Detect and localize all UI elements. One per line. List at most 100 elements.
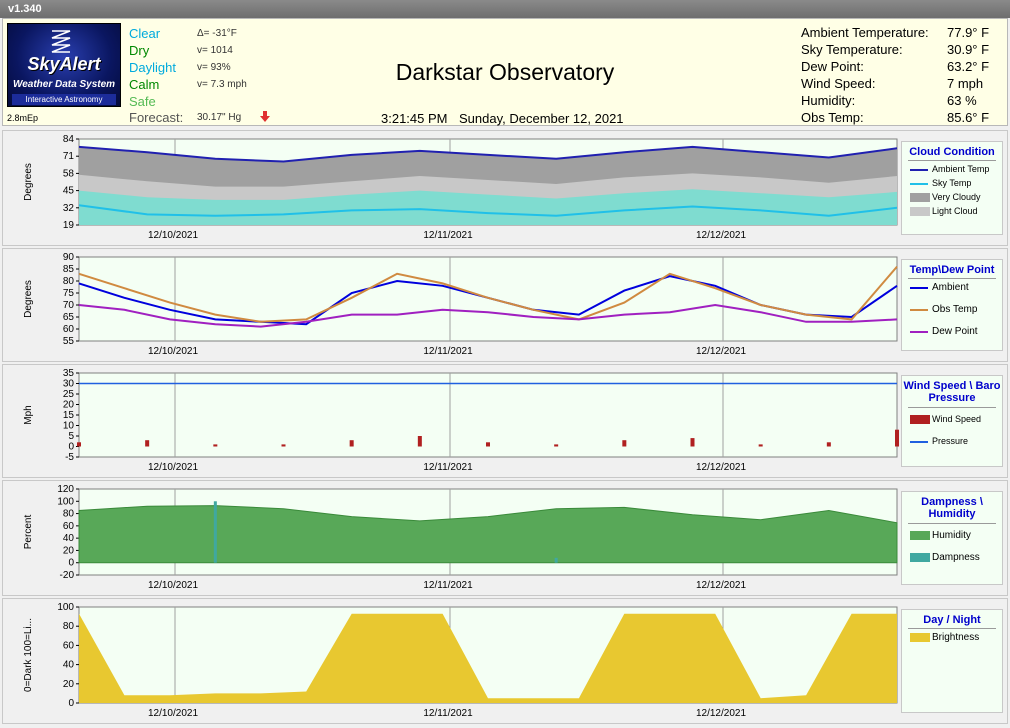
stat-value: 63.2° F <box>947 59 990 74</box>
wind-bar <box>77 442 81 447</box>
y-tick-label: 120 <box>57 484 74 495</box>
logo-name: SkyAlert <box>27 54 101 74</box>
y-tick-label: -20 <box>60 570 75 581</box>
wind-bar <box>622 440 627 447</box>
y-tick-label: 10 <box>63 421 75 432</box>
chart-panel-2: 35 30 25 20 15 10 5 0 -5 Mph 12/10/2021 12/11/2021 1… <box>2 364 1008 478</box>
chart-panel-1: 90 85 80 75 70 65 60 55 Degrees 12/10/2021 12/11/2… <box>2 248 1008 362</box>
legend-swatch <box>910 633 930 642</box>
y-tick-label: 90 <box>63 252 75 263</box>
wind-bar <box>554 444 559 447</box>
y-axis-label: 0=Dark 100=Li... <box>23 618 34 692</box>
legend-swatch <box>910 415 930 424</box>
stat-value: 77.9° F <box>947 25 990 40</box>
legend-item: Humidity <box>932 530 971 541</box>
legend-swatch <box>910 183 928 185</box>
x-date-label: 12/11/2021 <box>423 708 473 719</box>
x-date-label: 12/12/2021 <box>696 230 746 241</box>
condition-value: Δ= -31°F <box>197 28 237 39</box>
stat-value: 7 mph <box>947 76 984 91</box>
y-tick-label: 65 <box>63 312 75 323</box>
y-tick-label: 32 <box>63 203 75 214</box>
x-date-label: 12/10/2021 <box>148 708 198 719</box>
stat-label: Ambient Temperature: <box>801 25 929 40</box>
condition-calm: Calm <box>129 77 160 92</box>
legend-swatch <box>910 169 928 171</box>
legend-swatch <box>910 441 928 443</box>
legend-item: Ambient <box>932 282 969 293</box>
humidity-area <box>78 505 898 564</box>
y-tick-label: 15 <box>63 410 75 421</box>
legend-item: Brightness <box>932 632 980 643</box>
window-titlebar: v1.340 <box>0 0 1010 18</box>
x-date-label: 12/12/2021 <box>696 580 746 591</box>
y-tick-label: 40 <box>63 660 75 671</box>
version-label: v1.340 <box>8 3 42 15</box>
condition-value: v= 7.3 mph <box>197 79 247 90</box>
legend-swatch <box>910 531 930 540</box>
x-date-label: 12/12/2021 <box>696 346 746 357</box>
skyalert-logo: SkyAlert Weather Data System Interactive… <box>7 23 121 107</box>
legend-swatch <box>910 287 928 289</box>
y-tick-label: 0 <box>68 698 74 709</box>
x-date-label: 12/10/2021 <box>148 462 198 473</box>
x-date-label: 12/12/2021 <box>696 462 746 473</box>
legend-divider <box>908 160 996 161</box>
y-tick-label: 0 <box>68 558 74 569</box>
logo-tagline: Interactive Astronomy <box>12 94 116 105</box>
series-line-1 <box>78 204 898 217</box>
legend-swatch <box>910 553 930 562</box>
y-tick-label: 45 <box>63 186 75 197</box>
legend-swatch <box>910 193 930 202</box>
dampness-spike <box>213 501 217 563</box>
wind-bar <box>895 429 899 447</box>
legend-title: Cloud Condition <box>909 146 995 158</box>
legend-divider <box>908 278 996 279</box>
dampness-spike <box>554 557 558 563</box>
y-axis-label: Degrees <box>23 280 34 318</box>
wind-bar <box>213 444 218 447</box>
legend-divider <box>908 628 996 629</box>
legend-divider <box>908 523 996 524</box>
legend-swatch <box>910 331 928 333</box>
stat-label: Wind Speed: <box>801 76 876 91</box>
legend-item: Ambient Temp <box>932 164 990 174</box>
y-axis-label: Percent <box>23 515 34 550</box>
y-tick-label: 19 <box>63 220 75 231</box>
y-tick-label: 35 <box>63 368 75 379</box>
x-date-label: 12/11/2021 <box>423 346 473 357</box>
x-date-label: 12/12/2021 <box>696 708 746 719</box>
stat-label: Obs Temp: <box>801 110 864 125</box>
down-arrow-icon <box>260 111 270 122</box>
brightness-area <box>79 613 897 703</box>
legend-item: Obs Temp <box>932 304 978 315</box>
condition-value: v= 93% <box>197 62 231 73</box>
y-tick-label: 84 <box>63 134 75 145</box>
y-tick-label: 30 <box>63 379 75 390</box>
unit-code: 2.8mEp <box>7 113 39 123</box>
y-tick-label: 80 <box>63 509 75 520</box>
x-date-label: 12/11/2021 <box>423 230 473 241</box>
legend-item: Pressure <box>932 436 969 446</box>
y-tick-label: 80 <box>63 621 75 632</box>
stat-label: Dew Point: <box>801 59 864 74</box>
y-tick-label: 85 <box>63 264 75 275</box>
zigzag-logo-icon <box>51 30 71 53</box>
legend-box: Wind Speed \ Baro Pressure Wind Speed Pres… <box>901 375 1003 467</box>
legend-box: Temp\Dew Point Ambient Obs Temp Dew Point <box>901 259 1003 351</box>
legend-item: Very Cloudy <box>932 192 981 202</box>
legend-divider <box>908 407 996 408</box>
wind-bar <box>145 440 150 447</box>
legend-item: Sky Temp <box>932 178 972 188</box>
observatory-name: Darkstar Observatory <box>395 59 615 85</box>
y-tick-label: 58 <box>63 168 75 179</box>
legend-item: Light Cloud <box>932 206 978 216</box>
condition-value: v= 1014 <box>197 45 233 56</box>
current-date: Sunday, December 12, 2021 <box>459 111 624 126</box>
stat-label: Humidity: <box>801 93 856 108</box>
x-date-label: 12/10/2021 <box>148 580 198 591</box>
y-tick-label: -5 <box>65 452 74 463</box>
y-tick-label: 55 <box>63 336 75 347</box>
y-tick-label: 70 <box>63 300 75 311</box>
wind-bar <box>690 438 695 447</box>
